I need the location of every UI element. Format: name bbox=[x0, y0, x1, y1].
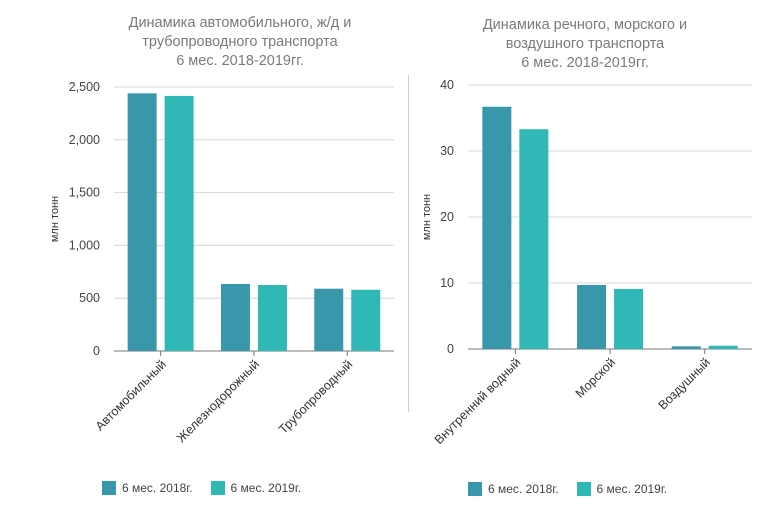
bar-2019 bbox=[351, 289, 381, 351]
bar-2019 bbox=[519, 129, 549, 349]
y-axis-label: млн тонн bbox=[49, 196, 61, 242]
legend-swatch-2019 bbox=[576, 482, 591, 496]
legend-label-2018: 6 мес. 2018г. bbox=[122, 481, 193, 495]
x-category-label: Воздушный bbox=[656, 355, 713, 412]
bar-2018 bbox=[577, 284, 607, 349]
bar-2018 bbox=[220, 283, 250, 351]
y-tick-label: 30 bbox=[440, 144, 454, 158]
left-legend: 6 мес. 2018г. 6 мес. 2019г. bbox=[102, 481, 319, 495]
legend-item-2019: 6 мес. 2019г. bbox=[210, 481, 302, 495]
bar-2019 bbox=[708, 345, 738, 349]
legend-swatch-2018 bbox=[102, 481, 116, 495]
bar-2019 bbox=[257, 285, 287, 351]
y-tick-label: 0 bbox=[447, 342, 454, 356]
bar-2018 bbox=[671, 346, 701, 349]
legend-swatch-2018 bbox=[468, 482, 482, 496]
chart-divider bbox=[408, 75, 409, 412]
right-legend: 6 мес. 2018г. 6 мес. 2019г. bbox=[468, 482, 685, 496]
legend-item-2019: 6 мес. 2019г. bbox=[576, 482, 668, 496]
right-chart-title: Динамика речного, морского и воздушного … bbox=[482, 17, 688, 71]
legend-label-2019: 6 мес. 2019г. bbox=[230, 481, 302, 495]
y-tick-label: 20 bbox=[440, 210, 454, 224]
y-tick-label: 500 bbox=[79, 291, 100, 305]
bar-2018 bbox=[482, 106, 512, 349]
legend-item-2018: 6 мес. 2018г. bbox=[468, 482, 559, 496]
bar-2019 bbox=[164, 95, 194, 351]
y-tick-label: 0 bbox=[93, 344, 100, 358]
bar-2018 bbox=[127, 93, 157, 351]
y-tick-label: 1,500 bbox=[69, 186, 100, 200]
y-tick-label: 10 bbox=[440, 276, 454, 290]
legend-swatch-2019 bbox=[210, 481, 225, 495]
y-tick-label: 2,500 bbox=[69, 80, 100, 94]
y-axis-label: млн тонн bbox=[421, 194, 433, 240]
legend-label-2019: 6 мес. 2019г. bbox=[596, 482, 668, 496]
bar-2018 bbox=[314, 288, 344, 351]
bar-2019 bbox=[614, 288, 644, 349]
y-tick-label: 40 bbox=[440, 78, 454, 92]
legend-item-2018: 6 мес. 2018г. bbox=[102, 481, 193, 495]
left-chart-title: Динамика автомобильного, ж/д и трубопров… bbox=[128, 15, 352, 69]
x-category-label: Морской bbox=[573, 355, 618, 400]
y-tick-label: 2,000 bbox=[69, 133, 100, 147]
x-category-label: Внутренний водный bbox=[432, 355, 524, 447]
y-tick-label: 1,000 bbox=[69, 238, 100, 252]
legend-label-2018: 6 мес. 2018г. bbox=[488, 482, 559, 496]
